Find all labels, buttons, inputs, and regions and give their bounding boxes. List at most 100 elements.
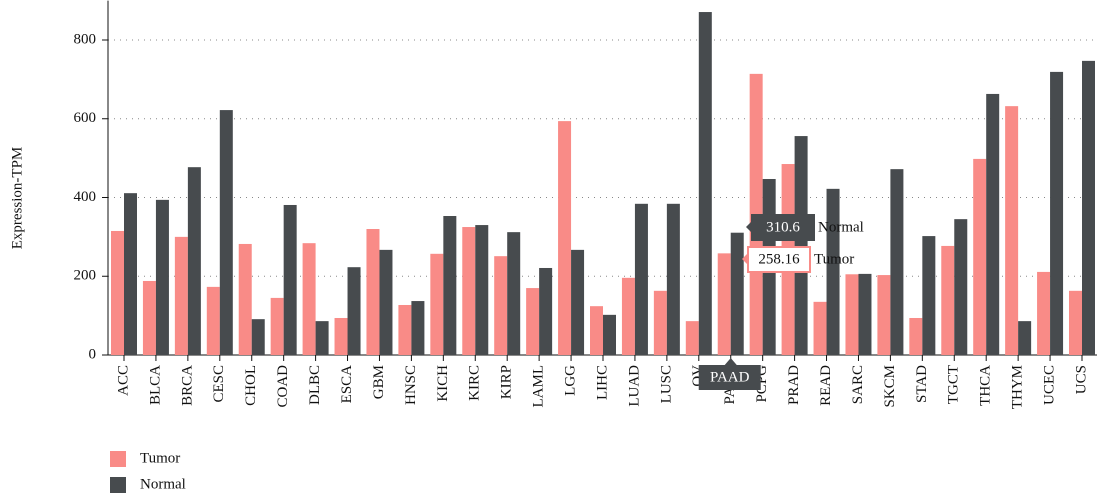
bar xyxy=(621,277,635,355)
bar xyxy=(124,193,137,355)
x-tick-label: TGCT xyxy=(946,365,962,404)
x-tick-label: BRCA xyxy=(179,365,195,406)
bar xyxy=(302,243,316,355)
bar xyxy=(1069,290,1082,355)
y-tick-label: 600 xyxy=(74,110,97,126)
bar xyxy=(539,267,553,355)
bar xyxy=(379,249,393,355)
tooltip-pointer xyxy=(724,358,737,365)
bar xyxy=(634,203,648,355)
tooltip-value-box xyxy=(751,214,815,241)
bar xyxy=(717,253,731,355)
x-tick-label: HNSC xyxy=(403,365,419,405)
bar xyxy=(973,158,987,355)
bar xyxy=(443,216,457,355)
x-tick-label: THCA xyxy=(978,365,994,406)
bar xyxy=(986,93,1000,355)
y-axis-label: Expression-TPM xyxy=(9,147,25,250)
bar xyxy=(398,304,412,355)
bar xyxy=(954,219,968,355)
bar xyxy=(238,243,252,355)
bar xyxy=(526,288,540,355)
bar xyxy=(603,314,616,355)
bar xyxy=(590,306,603,355)
bar xyxy=(507,232,521,355)
bar xyxy=(890,169,904,355)
bar xyxy=(685,321,699,355)
bar xyxy=(334,317,348,355)
tooltip-series: Tumor xyxy=(814,251,854,267)
y-tick-label: 0 xyxy=(89,346,97,362)
x-tick-label: CHOL xyxy=(243,365,259,406)
x-tick-label: DLBC xyxy=(307,365,323,405)
tooltip-value: 310.6 xyxy=(766,219,800,235)
bar xyxy=(347,267,361,355)
bar xyxy=(206,286,220,355)
tooltip-arrow xyxy=(742,253,748,265)
bar xyxy=(219,110,233,356)
bar xyxy=(251,319,265,355)
bar xyxy=(270,297,284,355)
x-tick-label: KIRP xyxy=(499,365,515,399)
legend-label: Normal xyxy=(140,476,186,492)
bar xyxy=(558,121,572,355)
x-tick-label: ESCA xyxy=(339,365,355,404)
x-tick-label: LUSC xyxy=(658,365,674,403)
x-tick-label: LIHC xyxy=(594,365,610,400)
bar xyxy=(187,167,201,355)
bar xyxy=(411,301,425,355)
tooltip-series: Normal xyxy=(818,219,864,235)
bar xyxy=(730,232,744,355)
bar xyxy=(1082,60,1095,356)
x-tick-label: COAD xyxy=(275,365,291,408)
tooltip-value: 258.16 xyxy=(758,251,800,267)
bar xyxy=(922,236,936,355)
y-tick-label: 800 xyxy=(74,31,97,47)
bar xyxy=(1050,71,1064,356)
x-tick-label: UCS xyxy=(1073,365,1089,394)
bar xyxy=(698,12,712,355)
bar xyxy=(858,273,872,355)
bar xyxy=(571,249,585,355)
y-tick-label: 400 xyxy=(74,189,97,205)
x-tick-label: KIRC xyxy=(467,365,483,401)
x-tick-label: GBM xyxy=(371,365,387,399)
x-tick-label: PRAD xyxy=(786,365,802,405)
bar xyxy=(1037,271,1051,355)
x-tick-label: CESC xyxy=(211,365,227,403)
bar xyxy=(813,301,827,355)
bar xyxy=(283,204,297,355)
bar xyxy=(155,199,169,355)
bar xyxy=(494,256,508,355)
bar xyxy=(475,225,489,355)
bar xyxy=(877,275,891,355)
bar xyxy=(666,203,680,355)
bar xyxy=(111,230,124,355)
legend-swatch xyxy=(110,451,126,467)
y-tick-label: 200 xyxy=(74,268,97,284)
bar xyxy=(366,229,380,355)
legend-swatch xyxy=(110,477,126,493)
bar xyxy=(845,274,859,355)
bar xyxy=(909,317,923,355)
x-tick-label: LGG xyxy=(563,365,579,396)
bar xyxy=(1005,106,1019,356)
bar xyxy=(826,188,840,355)
bar xyxy=(1018,321,1032,355)
tooltip-category-box xyxy=(698,365,761,390)
x-tick-label: SARC xyxy=(850,365,866,404)
bar xyxy=(174,236,188,355)
x-tick-label: BLCA xyxy=(147,365,163,405)
bar xyxy=(794,136,808,355)
bar xyxy=(653,290,667,355)
x-tick-label: ACC xyxy=(115,365,131,396)
tooltip-value-box xyxy=(747,246,811,273)
tooltip-category: PAAD xyxy=(710,369,750,385)
x-tick-label: THYM xyxy=(1010,365,1026,409)
legend-label: Tumor xyxy=(140,450,180,466)
x-tick-label: STAD xyxy=(914,365,930,403)
bar xyxy=(142,280,156,355)
x-tick-label: SKCM xyxy=(882,365,898,408)
x-tick-label: LAML xyxy=(531,365,547,408)
